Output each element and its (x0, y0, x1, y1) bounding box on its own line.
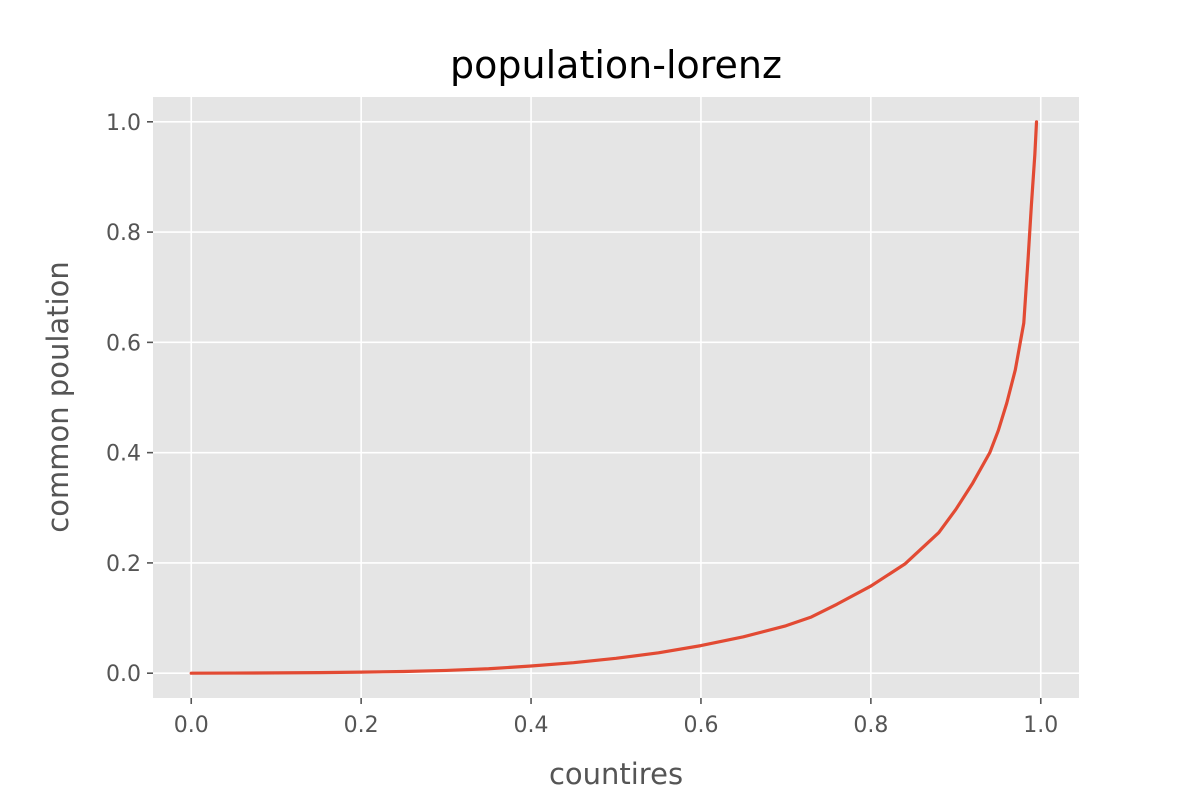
y-tick-label: 0.8 (106, 221, 141, 246)
series-layer (189, 120, 1039, 675)
y-tick-label: 0.2 (106, 552, 141, 577)
x-tick-label: 0.2 (344, 713, 379, 738)
x-tick-label: 0.4 (514, 713, 549, 738)
x-tick-label: 0.8 (853, 713, 888, 738)
plot-area (153, 97, 1079, 698)
x-axis-label: countires (549, 757, 683, 791)
x-tick-label: 0.6 (683, 713, 718, 738)
y-axis-label: common poulation (41, 261, 75, 532)
y-tick-label: 0.6 (106, 331, 141, 356)
x-tick-label: 1.0 (1023, 713, 1058, 738)
y-tick-label: 1.0 (106, 111, 141, 136)
ticks: 0.0 0.2 0.4 0.6 0.8 1.0 0.0 0.2 0.4 0.6 0.8 1.0 (106, 111, 1058, 738)
y-tick-label: 0.0 (106, 662, 141, 687)
y-tick-label: 0.4 (106, 442, 141, 467)
series-line-lorenz (189, 120, 1039, 675)
x-tick-label: 0.0 (174, 713, 209, 738)
chart-title: population-lorenz (450, 43, 782, 87)
